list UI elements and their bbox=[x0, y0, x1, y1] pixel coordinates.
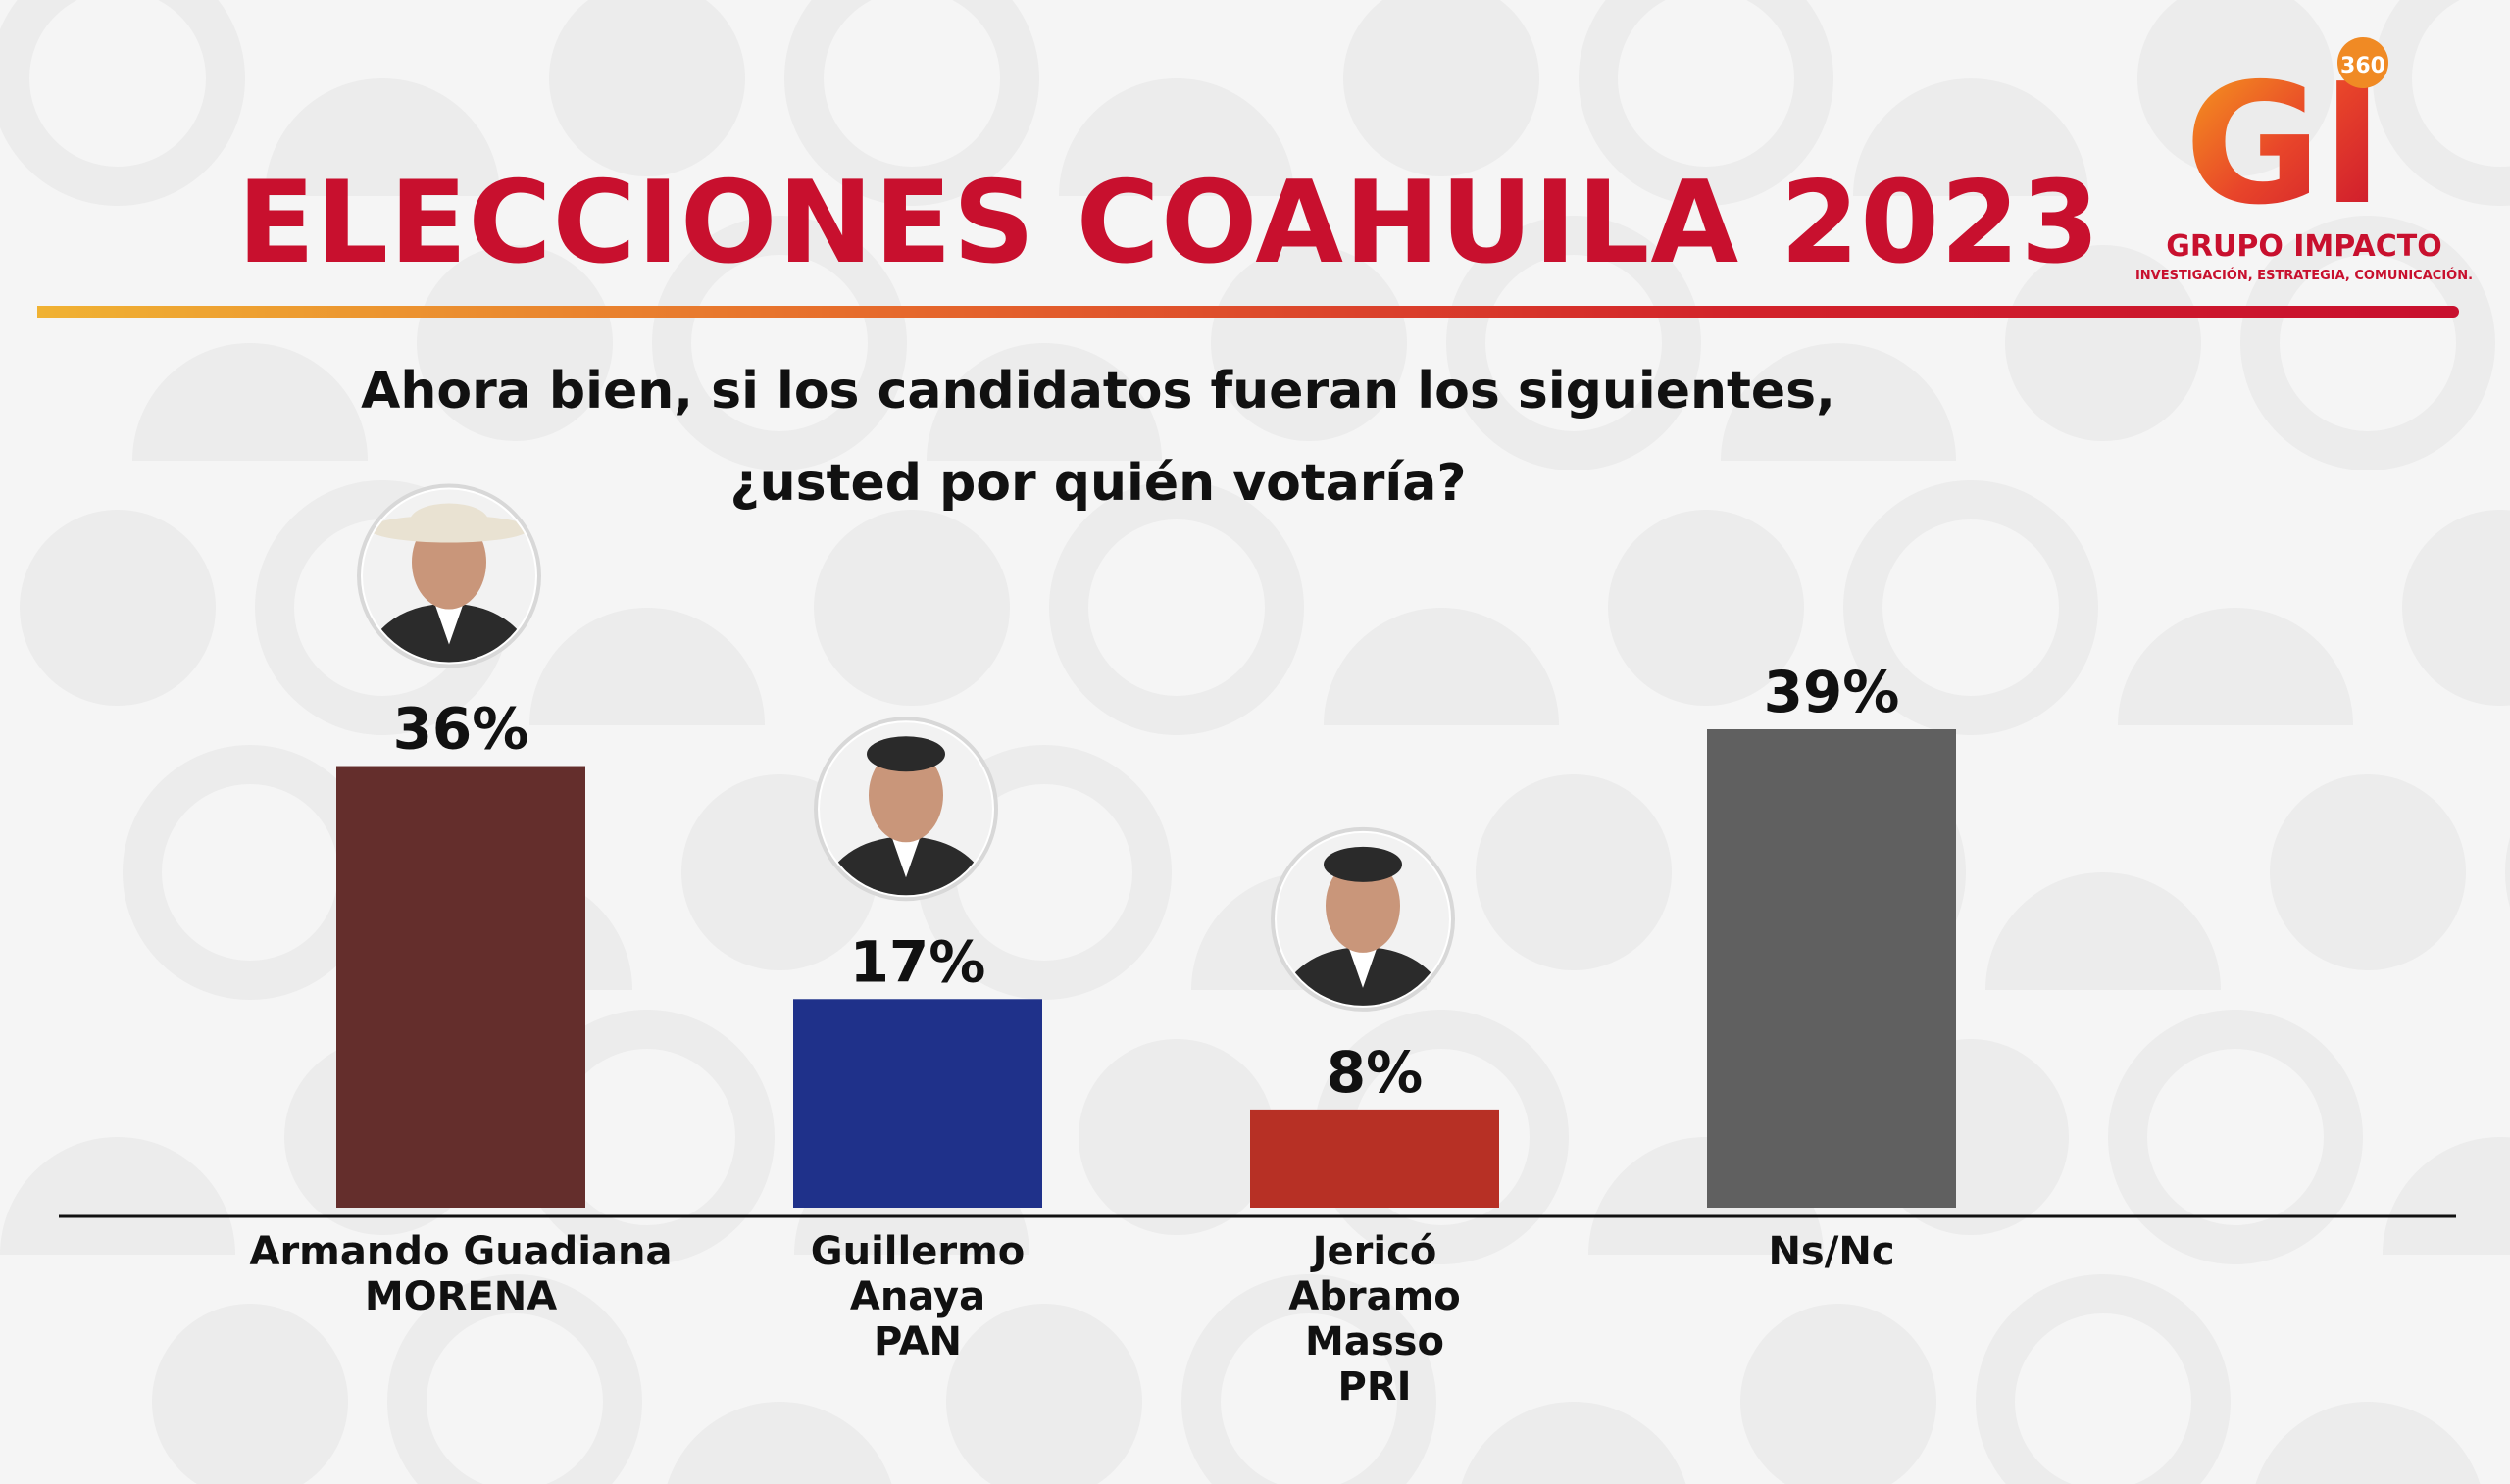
survey-question-line-2: ¿usted por quién votaría? bbox=[729, 454, 1467, 513]
bar-value-label-1: 17% bbox=[850, 928, 986, 995]
logo-360-badge: 360 bbox=[2340, 54, 2385, 78]
bar-value-label-0: 36% bbox=[393, 696, 529, 763]
candidate-photo-1 bbox=[814, 717, 998, 902]
survey-question: Ahora bien, si los candidatos fueran los… bbox=[255, 345, 1941, 529]
title-underline bbox=[37, 306, 2459, 318]
category-label-1-0: Guillermo bbox=[811, 1229, 1025, 1274]
bar-1 bbox=[793, 999, 1042, 1208]
bar-value-label-2: 8% bbox=[1327, 1039, 1423, 1106]
category-label-2-2: Masso bbox=[1305, 1319, 1444, 1364]
bar-value-label-3: 39% bbox=[1764, 659, 1900, 725]
category-label-2-0: Jericó bbox=[1310, 1229, 1437, 1274]
category-label-0-0: Armando Guadiana bbox=[250, 1229, 673, 1274]
bar-0 bbox=[336, 766, 585, 1208]
category-label-0-1: MORENA bbox=[365, 1274, 557, 1319]
category-label-1-2: PAN bbox=[874, 1319, 962, 1364]
grupo-impacto-logo: GI 360 bbox=[2184, 37, 2388, 242]
candidate-photo-0 bbox=[357, 483, 541, 668]
page-title: ELECCIONES COAHUILA 2023 bbox=[237, 157, 2101, 289]
logo-name: GRUPO IMPACTO bbox=[2166, 229, 2442, 264]
bar-2 bbox=[1250, 1109, 1499, 1208]
survey-question-line-1: Ahora bien, si los candidatos fueran los… bbox=[361, 362, 1835, 420]
category-label-1-1: Anaya bbox=[850, 1274, 985, 1319]
category-label-2-1: Abramo bbox=[1288, 1274, 1460, 1319]
category-label-3-0: Ns/Nc bbox=[1768, 1229, 1894, 1274]
logo-tagline: INVESTIGACIÓN, ESTRATEGIA, COMUNICACIÓN. bbox=[2134, 269, 2474, 283]
category-label-2-3: PRI bbox=[1338, 1364, 1412, 1410]
candidate-photo-2 bbox=[1271, 826, 1455, 1012]
bar-3 bbox=[1707, 729, 1956, 1208]
